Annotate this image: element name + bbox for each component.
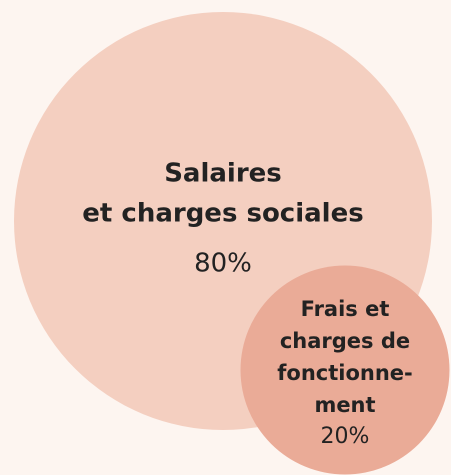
bubble-label: charges de [280,329,410,353]
bubble-label: fonctionne- [277,361,413,385]
bubble-label: ment [314,393,375,417]
bubble-label: Salaires [164,159,282,189]
bubble [240,265,450,475]
value-label: 80% [194,249,252,279]
value-label: 20% [321,424,370,449]
bubble-label: Frais et [301,297,390,321]
bubble-label: et charges sociales [82,199,363,229]
